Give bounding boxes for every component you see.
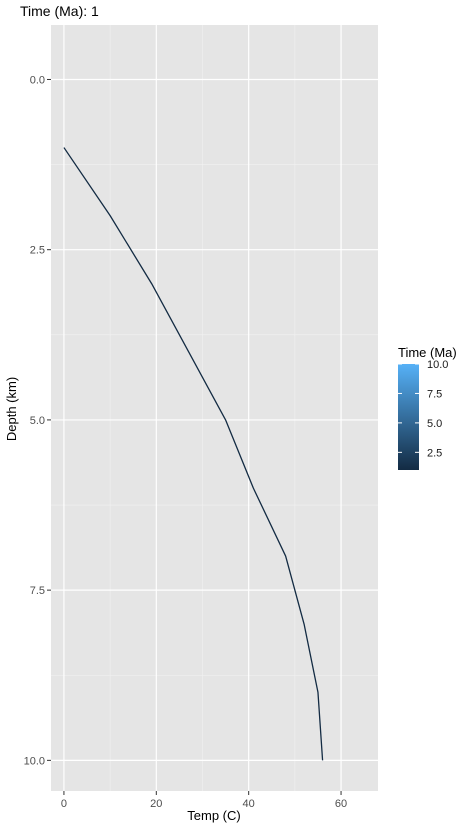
y-tick-label: 2.5 bbox=[30, 245, 45, 257]
x-tick-label: 0 bbox=[61, 798, 67, 810]
colorbar-ticks: 2.5 5.0 7.5 10.0 bbox=[398, 359, 448, 459]
chart-title: Time (Ma): 1 bbox=[20, 3, 99, 19]
x-axis-title: Temp (C) bbox=[187, 808, 240, 823]
y-tick-label: 5.0 bbox=[30, 415, 45, 427]
colorbar-label: 10.0 bbox=[427, 359, 448, 371]
x-tick-label: 20 bbox=[150, 798, 162, 810]
y-axis-title: Depth (km) bbox=[4, 377, 19, 441]
minor-grid bbox=[51, 25, 378, 791]
colorbar-label: 2.5 bbox=[427, 447, 442, 459]
y-axis: 0.0 2.5 5.0 7.5 10.0 bbox=[24, 74, 51, 767]
x-tick-label: 60 bbox=[335, 798, 347, 810]
major-grid bbox=[51, 25, 378, 791]
y-tick-label: 7.5 bbox=[30, 585, 45, 597]
plot-panel bbox=[51, 25, 378, 791]
x-tick-label: 40 bbox=[243, 798, 255, 810]
colorbar bbox=[398, 364, 419, 470]
legend: Time (Ma) 2.5 5.0 7.5 10.0 bbox=[398, 345, 457, 470]
legend-title: Time (Ma) bbox=[398, 345, 457, 360]
x-axis: 0 20 40 60 bbox=[61, 791, 347, 810]
colorbar-label: 7.5 bbox=[427, 388, 442, 400]
y-tick-label: 0.0 bbox=[30, 74, 45, 86]
colorbar-label: 5.0 bbox=[427, 418, 442, 430]
series-layer bbox=[63, 147, 324, 761]
y-tick-label: 10.0 bbox=[24, 755, 45, 767]
series-line bbox=[63, 147, 324, 761]
